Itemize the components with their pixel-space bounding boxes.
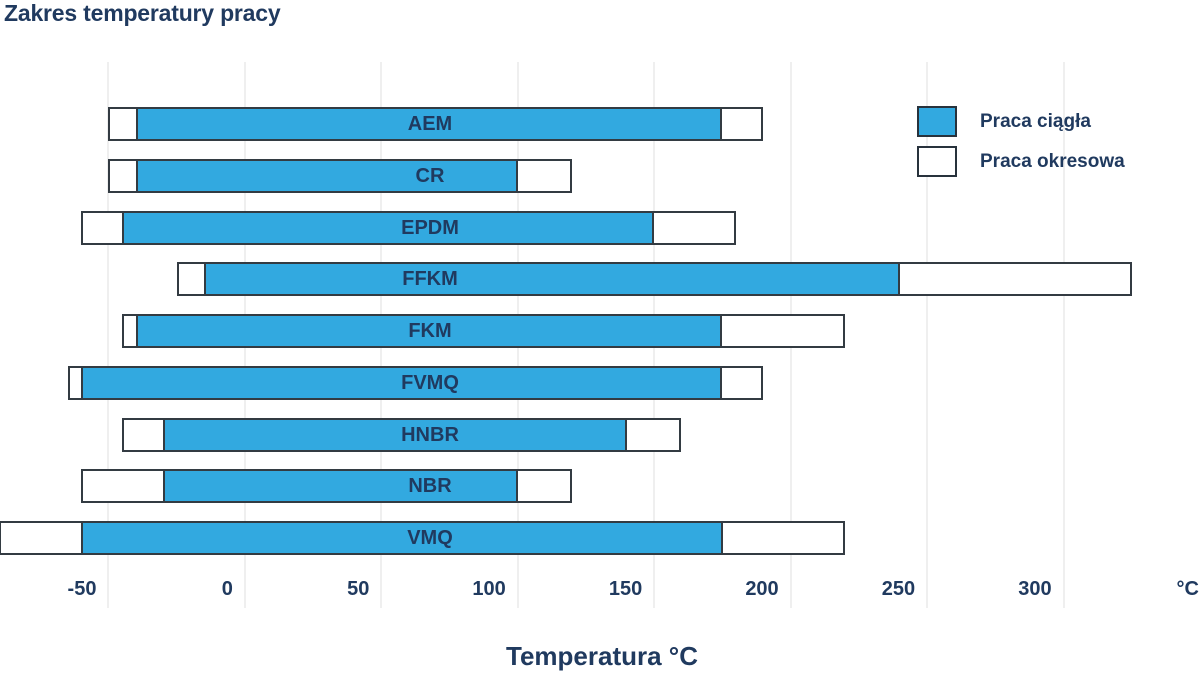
bar-okresowa-hnbr bbox=[122, 418, 682, 452]
bar-okresowa-epdm bbox=[81, 211, 737, 245]
bar-ciagla-ffkm bbox=[203, 262, 900, 296]
bar-ciagla-hnbr bbox=[162, 418, 627, 452]
bar-okresowa-vmq bbox=[0, 521, 846, 555]
legend-swatch-blue bbox=[917, 106, 957, 137]
x-axis-title: Temperatura °C bbox=[506, 641, 698, 671]
x-tick-150: 150 bbox=[608, 578, 643, 600]
x-tick--50: -50 bbox=[67, 578, 97, 600]
bar-okresowa-nbr bbox=[81, 469, 573, 503]
legend-label-intermittent: Praca okresowa bbox=[980, 150, 1125, 172]
bar-okresowa-ffkm bbox=[176, 262, 1132, 296]
x-tick-300: 300 bbox=[1018, 578, 1052, 600]
x-tick-200: 200 bbox=[745, 578, 779, 600]
bar-okresowa-fvmq bbox=[67, 366, 764, 400]
legend: Praca ciągła Praca okresowa bbox=[917, 106, 1125, 186]
gridline-250 bbox=[926, 62, 929, 608]
x-tick-50: 50 bbox=[347, 578, 370, 600]
bar-ciagla-aem bbox=[135, 107, 723, 141]
bar-okresowa-aem bbox=[108, 107, 764, 141]
bar-okresowa-fkm bbox=[122, 314, 846, 348]
bar-ciagla-epdm bbox=[122, 211, 655, 245]
bar-label-fvmq: FVMQ bbox=[401, 372, 459, 394]
x-axis-unit-label: °C bbox=[1176, 578, 1199, 600]
gridline--50 bbox=[107, 62, 110, 608]
bar-label-hnbr: HNBR bbox=[401, 424, 459, 446]
bar-label-aem: AEM bbox=[407, 113, 453, 135]
x-tick-100: 100 bbox=[472, 578, 506, 600]
bar-okresowa-cr bbox=[108, 159, 573, 193]
gridline-300 bbox=[1062, 62, 1065, 608]
bar-label-vmq: VMQ bbox=[407, 527, 453, 549]
bar-label-epdm: EPDM bbox=[401, 217, 459, 239]
bar-ciagla-fvmq bbox=[81, 366, 723, 400]
legend-label-continuous: Praca ciągła bbox=[980, 110, 1091, 132]
x-tick-0: 0 bbox=[221, 578, 233, 600]
legend-swatch-white bbox=[917, 146, 957, 177]
bar-label-nbr: NBR bbox=[408, 475, 452, 497]
bar-label-fkm: FKM bbox=[408, 320, 452, 342]
bar-ciagla-fkm bbox=[135, 314, 723, 348]
legend-item-continuous: Praca ciągła bbox=[917, 106, 1125, 137]
legend-item-intermittent: Praca okresowa bbox=[917, 146, 1125, 177]
bar-ciagla-vmq bbox=[81, 521, 723, 555]
bar-ciagla-cr bbox=[135, 159, 518, 193]
bar-label-cr: CR bbox=[415, 165, 445, 187]
bar-ciagla-nbr bbox=[163, 469, 518, 503]
chart-title: Zakres temperatury pracy bbox=[4, 0, 281, 26]
x-tick-250: 250 bbox=[881, 578, 916, 600]
bar-label-ffkm: FFKM bbox=[402, 268, 458, 290]
